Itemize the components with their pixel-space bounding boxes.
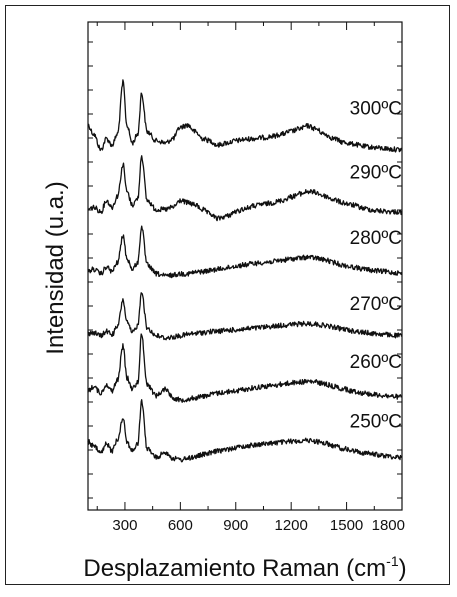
x-axis-label: Desplazamiento Raman (cm-1) bbox=[83, 553, 406, 582]
series-label: 290ºC bbox=[350, 162, 402, 183]
plot-area bbox=[87, 21, 403, 511]
y-axis-ticks bbox=[88, 41, 402, 499]
x-tick-label: 600 bbox=[168, 517, 193, 534]
y-axis-label: Intensidad (u.a.) bbox=[42, 181, 69, 354]
series-lines bbox=[87, 79, 403, 463]
series-label: 280ºC bbox=[350, 228, 402, 249]
series-label: 300ºC bbox=[350, 99, 402, 120]
series-label: 270ºC bbox=[350, 294, 402, 315]
x-tick-label: 300 bbox=[112, 517, 137, 534]
series-label: 260ºC bbox=[350, 352, 402, 373]
series-line-270ºC bbox=[87, 292, 403, 341]
x-axis-tick-labels: 300 600 900 1200 1500 1800 bbox=[112, 517, 405, 534]
series-line-250ºC bbox=[87, 399, 403, 463]
series-line-280ºC bbox=[87, 225, 403, 279]
series-label: 250ºC bbox=[350, 411, 402, 432]
x-tick-label: 1500 bbox=[330, 517, 363, 534]
x-tick-label: 1800 bbox=[372, 517, 405, 534]
x-tick-label: 1200 bbox=[274, 517, 307, 534]
x-tick-label: 900 bbox=[223, 517, 248, 534]
series-line-260ºC bbox=[87, 333, 403, 403]
figure-frame bbox=[5, 5, 450, 585]
x-axis-label-superscript: -1 bbox=[386, 553, 399, 569]
x-axis-ticks bbox=[96, 22, 375, 510]
x-axis-label-main: Desplazamiento Raman (cm bbox=[83, 555, 386, 582]
series-line-290ºC bbox=[87, 155, 403, 222]
series-line-300ºC bbox=[87, 79, 402, 153]
series-labels: 300ºC 290ºC 280ºC 270ºC 260ºC 250ºC bbox=[350, 99, 402, 433]
x-axis-label-suffix: ) bbox=[399, 555, 407, 582]
